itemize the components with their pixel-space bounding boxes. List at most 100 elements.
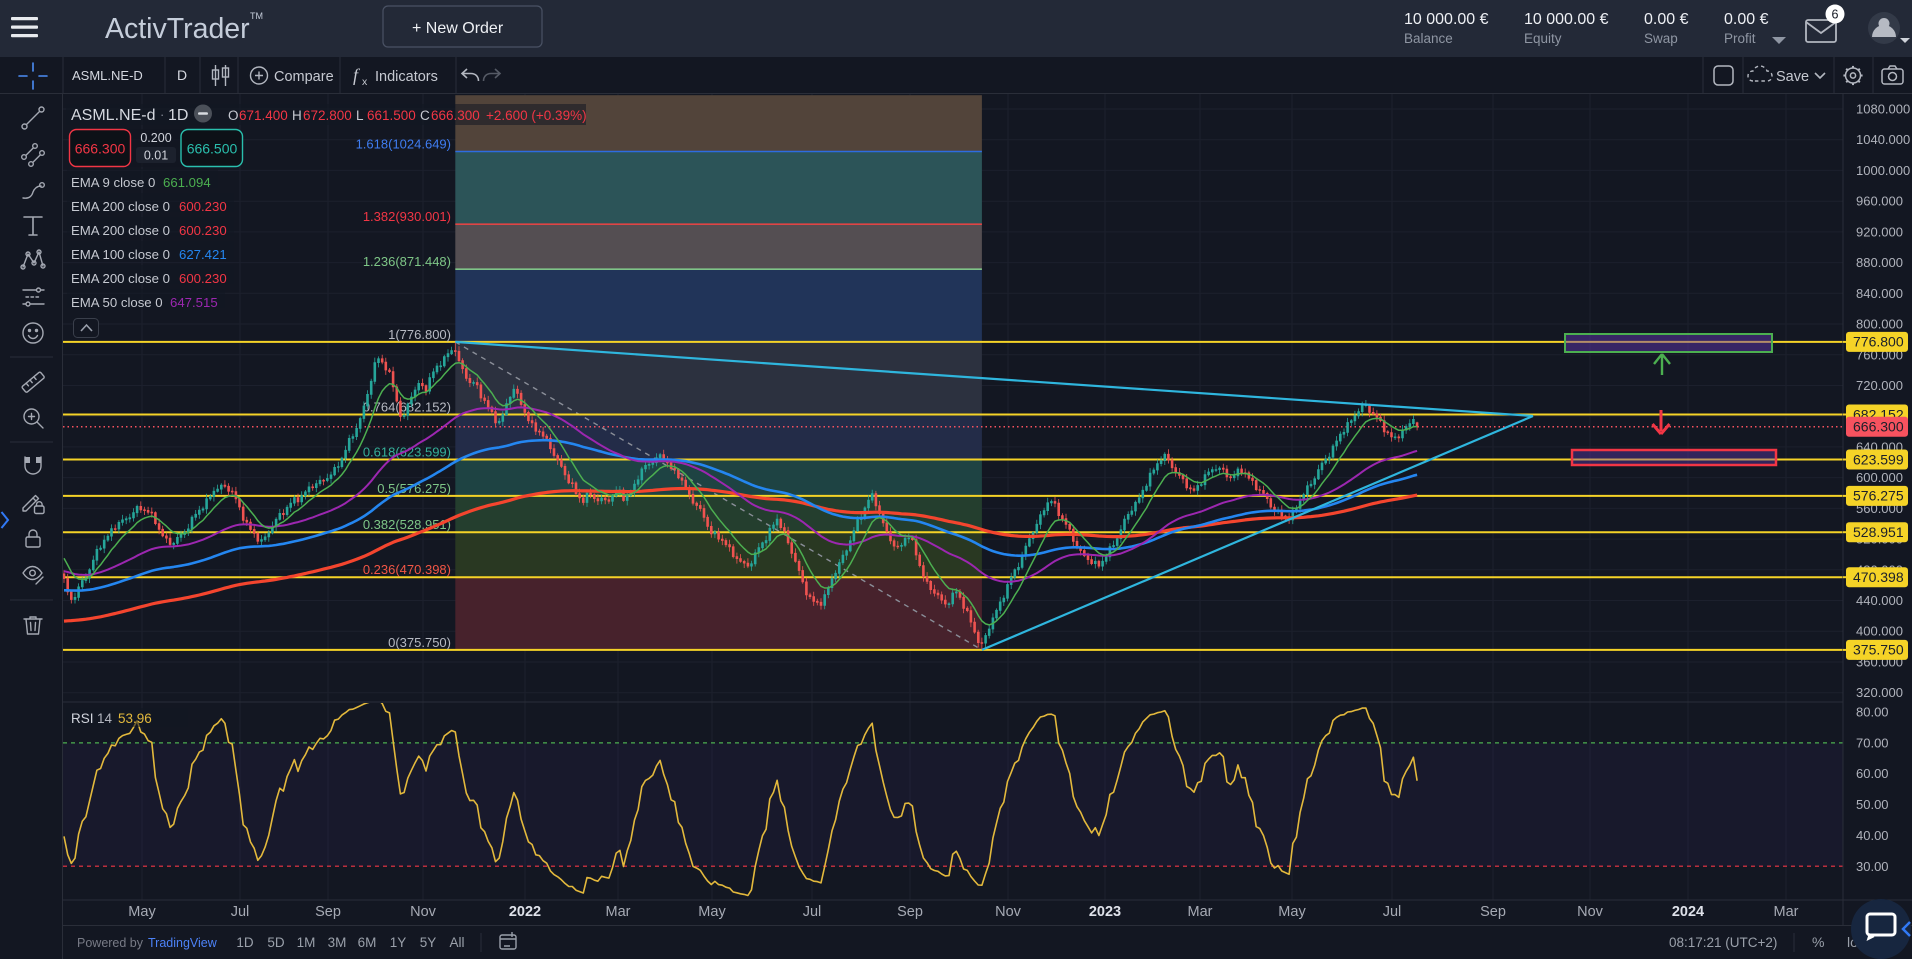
svg-text:All: All — [449, 935, 464, 950]
svg-text:Jul: Jul — [1383, 904, 1402, 920]
svg-text:1.236(871.448): 1.236(871.448) — [363, 254, 451, 269]
svg-text:647.515: 647.515 — [170, 295, 218, 310]
svg-text:EMA 200 close 0: EMA 200 close 0 — [71, 223, 170, 238]
svg-text:May: May — [698, 904, 726, 920]
svg-text:Nov: Nov — [1577, 904, 1604, 920]
svg-text:10 000.00 €: 10 000.00 € — [1404, 11, 1489, 28]
svg-text:1M: 1M — [297, 935, 316, 950]
svg-text:O: O — [228, 108, 239, 123]
svg-text:600.000: 600.000 — [1856, 470, 1903, 485]
svg-text:400.000: 400.000 — [1856, 624, 1903, 639]
svg-text:800.000: 800.000 — [1856, 317, 1903, 332]
svg-text:720.000: 720.000 — [1856, 378, 1903, 393]
svg-text:661.094: 661.094 — [163, 175, 211, 190]
svg-text:920.000: 920.000 — [1856, 224, 1903, 239]
svg-text:880.000: 880.000 — [1856, 255, 1903, 270]
svg-text:80.00: 80.00 — [1856, 705, 1889, 720]
svg-text:D: D — [177, 67, 187, 83]
svg-text:1.382(930.001): 1.382(930.001) — [363, 209, 451, 224]
svg-text:08:17:21 (UTC+2): 08:17:21 (UTC+2) — [1669, 935, 1777, 950]
svg-text:L: L — [356, 108, 364, 123]
svg-text:672.800: 672.800 — [303, 108, 352, 123]
svg-text:627.421: 627.421 — [179, 247, 227, 262]
svg-text:ASML.NE-d: ASML.NE-d — [71, 107, 155, 124]
svg-text:40.00: 40.00 — [1856, 828, 1889, 843]
svg-text:C: C — [420, 108, 430, 123]
svg-text:1(776.800): 1(776.800) — [388, 327, 451, 342]
svg-text:776.800: 776.800 — [1853, 334, 1904, 350]
svg-text:30.00: 30.00 — [1856, 859, 1889, 874]
svg-text:10 000.00 €: 10 000.00 € — [1524, 11, 1609, 28]
svg-text:H: H — [292, 108, 302, 123]
svg-text:EMA 9 close 0: EMA 9 close 0 — [71, 175, 155, 190]
svg-text:375.750: 375.750 — [1853, 642, 1904, 658]
svg-text:666.300: 666.300 — [431, 108, 480, 123]
svg-text:EMA 200 close 0: EMA 200 close 0 — [71, 199, 170, 214]
svg-text:2023: 2023 — [1089, 904, 1121, 920]
svg-text:Mar: Mar — [1188, 904, 1213, 920]
svg-text:Mar: Mar — [1774, 904, 1799, 920]
svg-text:576.275: 576.275 — [1853, 488, 1904, 504]
svg-text:May: May — [1278, 904, 1306, 920]
svg-text:+2.600 (+0.39%): +2.600 (+0.39%) — [486, 108, 587, 123]
svg-text:x: x — [362, 76, 368, 88]
svg-text:Powered by: Powered by — [77, 936, 144, 950]
svg-text:Nov: Nov — [995, 904, 1022, 920]
svg-text:666.500: 666.500 — [187, 141, 238, 157]
svg-text:3M: 3M — [328, 935, 347, 950]
svg-text:5Y: 5Y — [420, 935, 437, 950]
svg-text:2024: 2024 — [1672, 904, 1704, 920]
svg-text:661.500: 661.500 — [367, 108, 416, 123]
svg-text:1D: 1D — [236, 935, 254, 950]
svg-text:671.400: 671.400 — [239, 108, 288, 123]
svg-text:960.000: 960.000 — [1856, 194, 1903, 209]
svg-text:0(375.750): 0(375.750) — [388, 635, 451, 650]
svg-text:Save: Save — [1776, 69, 1809, 85]
svg-text:623.599: 623.599 — [1853, 451, 1904, 467]
svg-text:0.00 €: 0.00 € — [1724, 11, 1769, 28]
svg-text:Sep: Sep — [1480, 904, 1506, 920]
svg-text:%: % — [1812, 934, 1824, 950]
svg-text:EMA 100 close 0: EMA 100 close 0 — [71, 247, 170, 262]
svg-text:528.951: 528.951 — [1853, 524, 1904, 540]
svg-text:6: 6 — [1832, 8, 1839, 22]
svg-text:Jul: Jul — [231, 904, 250, 920]
svg-text:Equity: Equity — [1524, 31, 1562, 46]
svg-text:ActivTrader: ActivTrader — [105, 13, 250, 45]
svg-text:0.01: 0.01 — [144, 149, 168, 163]
svg-text:600.230: 600.230 — [179, 199, 227, 214]
svg-text:EMA 50 close 0: EMA 50 close 0 — [71, 295, 163, 310]
svg-text:Nov: Nov — [410, 904, 437, 920]
svg-text:840.000: 840.000 — [1856, 286, 1903, 301]
svg-text:Sep: Sep — [897, 904, 923, 920]
svg-text:Compare: Compare — [274, 69, 334, 85]
svg-text:666.300: 666.300 — [1853, 419, 1904, 435]
svg-text:1.618(1024.649): 1.618(1024.649) — [356, 137, 451, 152]
svg-text:TM: TM — [250, 11, 263, 21]
svg-text:f: f — [353, 65, 361, 85]
svg-text:470.398: 470.398 — [1853, 569, 1904, 585]
svg-text:14: 14 — [97, 711, 113, 726]
svg-text:May: May — [128, 904, 156, 920]
svg-text:0.618(623.599): 0.618(623.599) — [363, 445, 451, 460]
svg-text:5D: 5D — [267, 935, 285, 950]
svg-text:600.230: 600.230 — [179, 223, 227, 238]
svg-text:+ New Order: + New Order — [412, 20, 504, 37]
svg-text:2022: 2022 — [509, 904, 541, 920]
svg-text:TradingView: TradingView — [148, 936, 218, 950]
svg-text:1080.000: 1080.000 — [1856, 102, 1910, 117]
svg-text:53.96: 53.96 — [118, 711, 152, 726]
svg-text:Profit: Profit — [1724, 31, 1756, 46]
svg-text:50.00: 50.00 — [1856, 797, 1889, 812]
svg-text:1000.000: 1000.000 — [1856, 163, 1910, 178]
svg-text:EMA 200 close 0: EMA 200 close 0 — [71, 271, 170, 286]
svg-text:320.000: 320.000 — [1856, 685, 1903, 700]
svg-text:70.00: 70.00 — [1856, 735, 1889, 750]
svg-text:600.230: 600.230 — [179, 271, 227, 286]
svg-text:6M: 6M — [358, 935, 377, 950]
svg-text:1D: 1D — [168, 107, 188, 124]
svg-text:ASML.NE-D: ASML.NE-D — [72, 68, 143, 83]
svg-text:·: · — [160, 107, 164, 122]
svg-text:Sep: Sep — [315, 904, 341, 920]
svg-text:0.200: 0.200 — [140, 131, 171, 145]
